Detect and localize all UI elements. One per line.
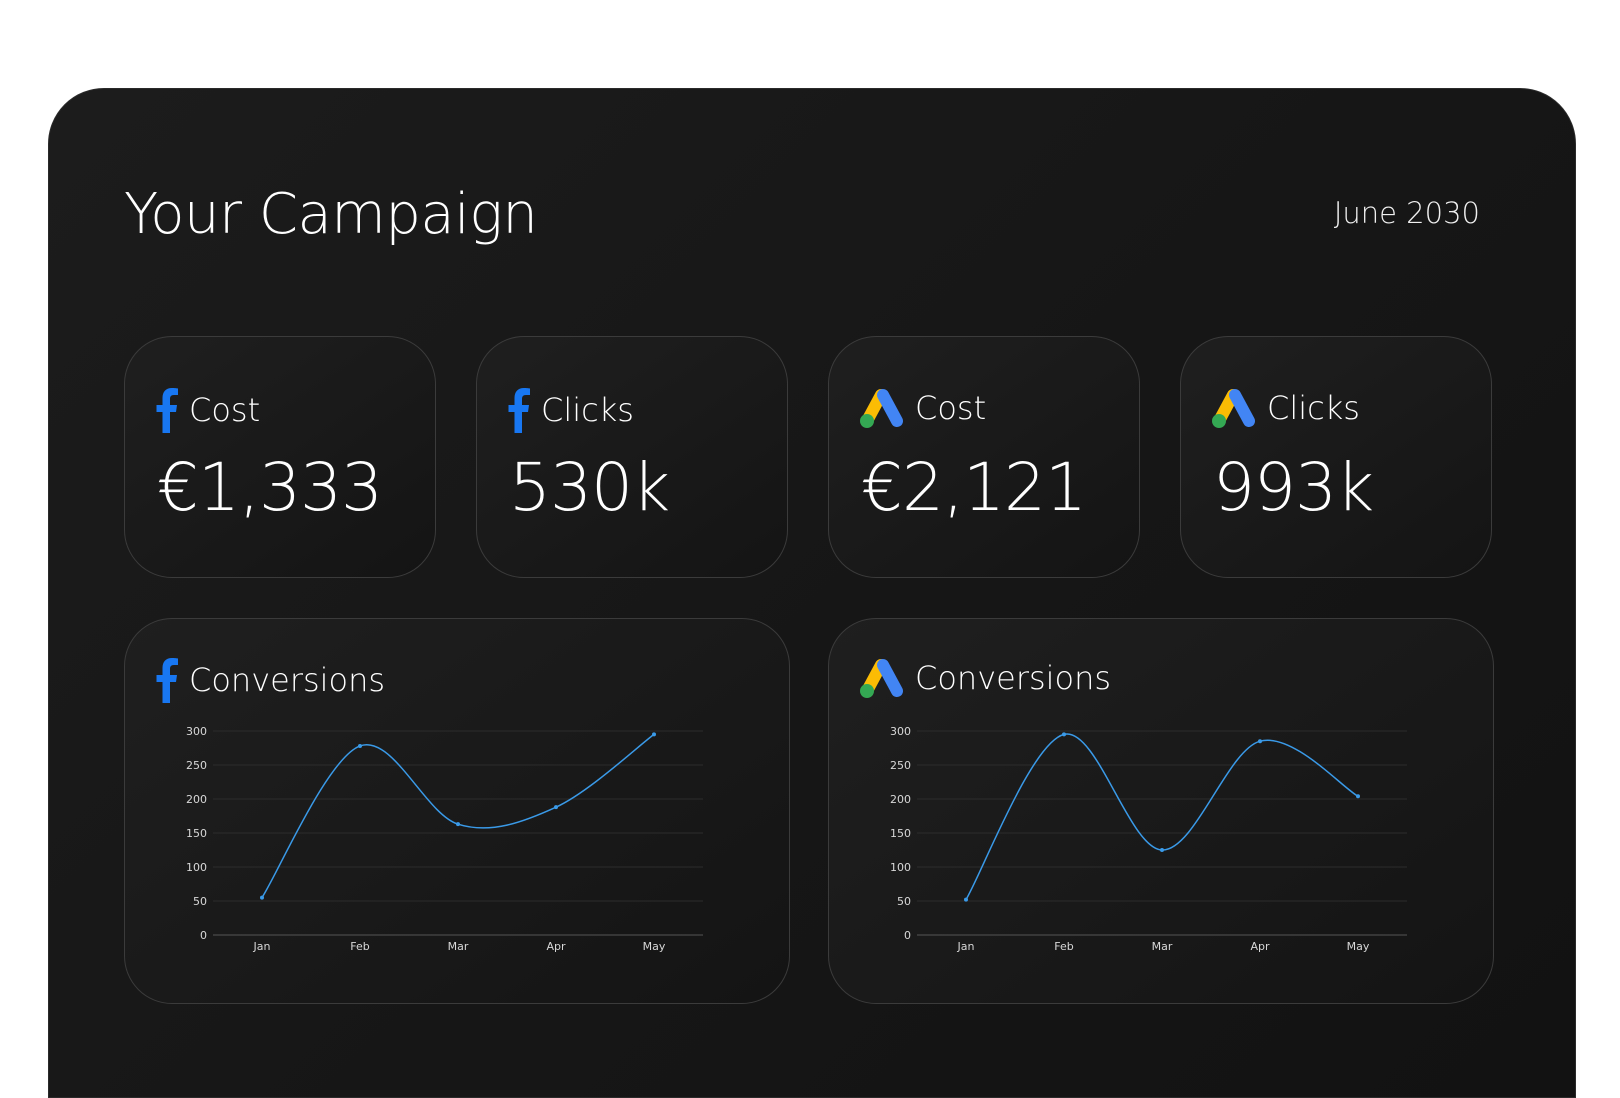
- x-tick-label: Jan: [957, 940, 975, 953]
- data-point[interactable]: [1258, 739, 1262, 744]
- x-tick-label: Mar: [448, 940, 469, 953]
- y-tick-label: 150: [890, 827, 911, 840]
- y-tick-label: 250: [890, 759, 911, 772]
- stat-label: Clicks: [1267, 389, 1360, 427]
- stat-label: Cost: [915, 389, 987, 427]
- line-chart-google-ads-conversions: 0 50 100 150 200 250 300 Jan Feb Mar Apr May: [890, 725, 1407, 953]
- x-tick-label: May: [643, 940, 666, 953]
- stat-value: €1,333: [157, 449, 383, 526]
- y-tick-label: 100: [186, 861, 207, 874]
- y-tick-label: 250: [186, 759, 207, 772]
- facebook-icon: [508, 388, 530, 433]
- x-tick-label: Mar: [1152, 940, 1173, 953]
- google-ads-icon: [860, 389, 903, 428]
- facebook-icon: [156, 658, 178, 703]
- x-tick-label: May: [1347, 940, 1370, 953]
- stat-value: 993k: [1213, 449, 1374, 526]
- x-tick-label: Feb: [1054, 940, 1073, 953]
- y-tick-label: 200: [890, 793, 911, 806]
- y-tick-label: 300: [186, 725, 207, 738]
- data-point[interactable]: [1356, 794, 1360, 799]
- y-tick-label: 300: [890, 725, 911, 738]
- y-tick-label: 100: [890, 861, 911, 874]
- y-tick-label: 0: [904, 929, 911, 942]
- x-tick-label: Apr: [546, 940, 566, 953]
- data-point[interactable]: [260, 895, 264, 900]
- y-tick-label: 200: [186, 793, 207, 806]
- y-tick-label: 150: [186, 827, 207, 840]
- data-point[interactable]: [1062, 732, 1066, 737]
- stat-card-facebook-cost[interactable]: Cost €1,333: [124, 336, 436, 578]
- x-tick-label: Feb: [350, 940, 369, 953]
- chart-title: Conversions: [915, 659, 1112, 697]
- facebook-icon: [156, 388, 178, 433]
- y-tick-label: 0: [200, 929, 207, 942]
- stat-label: Cost: [189, 391, 261, 429]
- chart-title: Conversions: [189, 661, 386, 699]
- series-line: [261, 733, 655, 899]
- chart-card-facebook-conversions[interactable]: Conversions 0 50 100 150 200 250 300 Jan Feb Mar A…: [124, 618, 790, 1004]
- line-chart-facebook-conversions: 0 50 100 150 200 250 300 Jan Feb Mar Apr May: [186, 725, 703, 953]
- stat-label: Clicks: [541, 391, 634, 429]
- y-tick-label: 50: [897, 895, 911, 908]
- x-tick-label: Jan: [253, 940, 271, 953]
- data-point[interactable]: [964, 897, 968, 902]
- chart-card-google-ads-conversions[interactable]: Conversions 0 50 100 150 200 250 300 Jan Feb Mar A…: [828, 618, 1494, 1004]
- data-point[interactable]: [554, 805, 558, 810]
- google-ads-icon: [860, 659, 903, 698]
- stat-card-google-ads-clicks[interactable]: Clicks 993k: [1180, 336, 1492, 578]
- x-tick-label: Apr: [1250, 940, 1270, 953]
- series-line: [965, 733, 1359, 901]
- date-label: June 2030: [1333, 196, 1480, 230]
- data-point[interactable]: [652, 732, 656, 737]
- stat-value: 530k: [509, 449, 670, 526]
- stat-card-facebook-clicks[interactable]: Clicks 530k: [476, 336, 788, 578]
- stat-value: €2,121: [861, 449, 1087, 526]
- data-point[interactable]: [1160, 848, 1164, 852]
- data-point[interactable]: [358, 743, 362, 748]
- y-tick-label: 50: [193, 895, 207, 908]
- google-ads-icon: [1212, 389, 1255, 428]
- data-point[interactable]: [456, 822, 460, 827]
- stat-card-google-ads-cost[interactable]: Cost €2,121: [828, 336, 1140, 578]
- page-title: Your Campaign: [124, 182, 538, 247]
